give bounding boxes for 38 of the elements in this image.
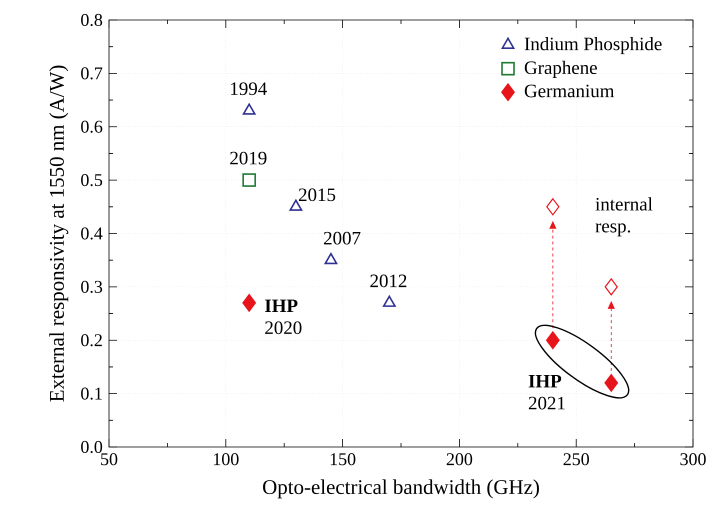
y-tick-label: 0.6 bbox=[81, 120, 102, 133]
annotation: 2015 bbox=[298, 188, 336, 202]
point bbox=[604, 278, 618, 296]
point bbox=[242, 173, 256, 187]
annotation: 2019 bbox=[230, 152, 266, 164]
point bbox=[242, 294, 256, 312]
y-axis-title: External responsivity at 1550 nm (A/W) bbox=[49, 66, 68, 402]
point bbox=[546, 331, 560, 350]
y-tick-label: 0.3 bbox=[81, 280, 102, 293]
x-axis-title: Opto-electrical bandwidth (GHz) bbox=[263, 479, 539, 498]
x-tick-label: 250 bbox=[564, 453, 589, 466]
annotation: 2007 bbox=[324, 232, 360, 245]
y-tick-label: 0.7 bbox=[81, 67, 102, 80]
point bbox=[324, 252, 338, 264]
point bbox=[289, 200, 302, 211]
annotation: internal resp. bbox=[595, 197, 652, 236]
y-tick-label: 0.4 bbox=[81, 227, 103, 240]
point bbox=[242, 103, 256, 115]
x-tick-label: 300 bbox=[680, 453, 706, 466]
y-tick-label: 0.8 bbox=[81, 14, 102, 26]
point bbox=[604, 374, 618, 392]
point bbox=[382, 296, 396, 307]
y-tick-label: 0.5 bbox=[81, 174, 102, 186]
annotation: 1994 bbox=[231, 82, 267, 96]
x-tick-label: 100 bbox=[214, 453, 239, 466]
x-tick-label: 150 bbox=[330, 453, 356, 466]
legend-label: Graphene bbox=[524, 60, 597, 78]
y-tick-label: 0.2 bbox=[81, 334, 102, 346]
x-tick-label: 50 bbox=[101, 453, 118, 466]
point bbox=[546, 198, 560, 216]
annotation: IHP 2021 bbox=[528, 374, 565, 410]
annotation: IHP 2020 bbox=[265, 300, 302, 334]
legend-label: Indium Phosphide bbox=[524, 36, 662, 54]
y-tick-label: 0.0 bbox=[81, 440, 102, 454]
y-tick-label: 0.1 bbox=[81, 388, 102, 400]
x-tick-label: 200 bbox=[446, 453, 472, 466]
annotation: 2012 bbox=[370, 274, 406, 288]
legend-label: Germanium bbox=[524, 84, 614, 98]
